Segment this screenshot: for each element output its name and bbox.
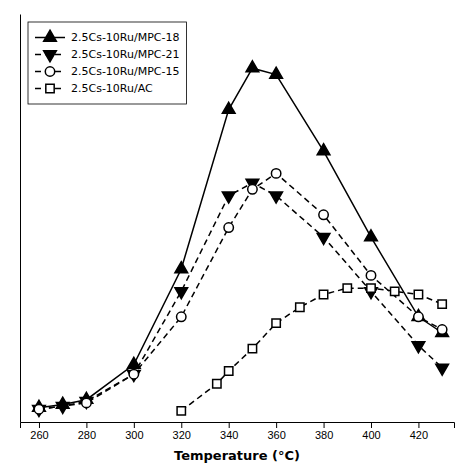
x-tick-mark [276, 422, 277, 428]
point [296, 303, 304, 311]
point [365, 230, 378, 241]
x-tick-label: 260 [30, 429, 48, 441]
point [225, 367, 233, 375]
x-tick-label: 280 [78, 429, 96, 441]
x-tick-mark [324, 422, 325, 428]
plot: 260 280 300 320 340 360 380 400 420 2.5Cs-10Ru/MP… [21, 15, 455, 441]
point [414, 290, 422, 298]
point [438, 300, 446, 308]
x-tick-label: 300 [125, 429, 143, 441]
x-tick-mark [418, 422, 419, 428]
x-tick-label: 400 [362, 429, 380, 441]
legend-item: 2.5Cs-10Ru/MPC-18 [35, 30, 179, 44]
point [177, 407, 185, 415]
x-axis: 260 280 300 320 340 360 380 400 420 [21, 422, 455, 441]
legend-frame [28, 22, 186, 104]
point [80, 398, 93, 409]
legend-label: 2.5Cs-10Ru/MPC-18 [71, 31, 179, 44]
point [248, 185, 257, 194]
point [175, 288, 188, 299]
legend-label: 2.5Cs-10Ru/AC [71, 82, 153, 95]
point [366, 271, 375, 280]
point [129, 369, 138, 378]
point [270, 67, 283, 78]
point [222, 102, 235, 113]
x-axis-line [21, 423, 455, 429]
x-tick-mark [229, 422, 230, 428]
x-tick: 360 [267, 422, 285, 441]
point [224, 223, 233, 232]
x-tick: 340 [220, 422, 238, 441]
legend: 2.5Cs-10Ru/MPC-18 2.5Cs-10Ru/MPC-21 2.5Cs-… [28, 22, 186, 104]
point [213, 380, 221, 388]
series-line [39, 68, 442, 407]
point [367, 284, 375, 292]
x-tick-mark [86, 422, 87, 428]
point [175, 262, 188, 273]
legend-item: 2.5Cs-10Ru/AC [35, 82, 153, 95]
point [222, 192, 235, 203]
series-line [39, 173, 442, 409]
point [272, 319, 280, 327]
point [34, 405, 43, 414]
chart: 260 280 300 320 340 360 380 400 420 2.5Cs-10Ru/MP… [0, 0, 474, 474]
legend-marker [44, 51, 57, 62]
legend-marker [44, 30, 57, 41]
legend-label: 2.5Cs-10Ru/MPC-15 [71, 65, 179, 78]
point [248, 345, 256, 353]
point [319, 290, 327, 298]
x-tick-mark [181, 422, 182, 428]
legend-item: 2.5Cs-10Ru/MPC-15 [35, 65, 179, 78]
x-tick-label: 320 [173, 429, 191, 441]
x-tick: 380 [315, 422, 333, 441]
x-tick-mark [39, 422, 40, 428]
x-tick-mark [134, 422, 135, 428]
point [437, 325, 446, 334]
point [271, 169, 280, 178]
x-tick: 420 [410, 422, 428, 441]
x-tick: 300 [125, 422, 143, 441]
point [412, 342, 425, 353]
legend-item: 2.5Cs-10Ru/MPC-21 [35, 48, 179, 61]
point [414, 312, 423, 321]
marks [33, 61, 449, 417]
y-axis [20, 15, 21, 423]
point [82, 398, 91, 407]
x-tick: 400 [362, 422, 380, 441]
point [436, 325, 449, 336]
legend-label: 2.5Cs-10Ru/MPC-21 [71, 48, 179, 61]
point [246, 61, 259, 72]
point [436, 364, 449, 375]
point [317, 233, 330, 244]
legend-marker [46, 84, 54, 92]
x-tick-label: 420 [410, 429, 428, 441]
series-line [39, 183, 442, 409]
x-tick-label: 380 [315, 429, 333, 441]
point [317, 144, 330, 155]
series-line [181, 288, 442, 411]
x-tick: 280 [78, 422, 96, 441]
x-tick-label: 360 [267, 429, 285, 441]
point [343, 284, 351, 292]
x-tick: 320 [173, 422, 191, 441]
point [177, 312, 186, 321]
point [270, 192, 283, 203]
y-axis-line [20, 15, 21, 423]
x-tick: 260 [30, 422, 48, 441]
point [391, 287, 399, 295]
x-tick-label: 340 [220, 429, 238, 441]
point [56, 402, 69, 413]
point [319, 210, 328, 219]
x-axis-title: Temperature (°C) [174, 448, 300, 463]
x-tick-mark [371, 422, 372, 428]
legend-marker [45, 67, 54, 76]
